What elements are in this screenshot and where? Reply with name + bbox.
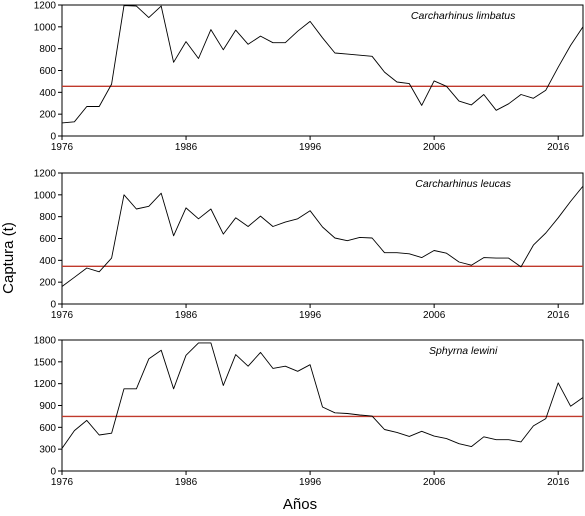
y-tick-label: 800 bbox=[39, 44, 56, 55]
y-tick-label: 200 bbox=[39, 278, 56, 289]
y-tick-label: 200 bbox=[39, 110, 56, 121]
x-tick-label: 2016 bbox=[547, 310, 570, 321]
y-tick-label: 0 bbox=[50, 132, 56, 143]
y-tick-label: 600 bbox=[39, 423, 56, 434]
y-tick-label: 1200 bbox=[34, 379, 57, 390]
y-tick-label: 0 bbox=[50, 300, 56, 311]
x-tick-label: 2016 bbox=[547, 477, 570, 488]
y-tick-label: 1800 bbox=[34, 336, 57, 347]
y-tick-label: 300 bbox=[39, 445, 56, 456]
species-label: Carcharhinus limbatus bbox=[411, 10, 516, 22]
x-tick-label: 1986 bbox=[175, 142, 198, 153]
y-tick-label: 1000 bbox=[34, 22, 57, 33]
x-tick-label: 1996 bbox=[299, 142, 322, 153]
catch-series-line bbox=[61, 342, 584, 449]
catch-series-line bbox=[61, 5, 584, 124]
y-tick-label: 900 bbox=[39, 401, 56, 412]
panel-2: 0 200 400 600 800 1000 1200 1976 1986 1996 2006 201… bbox=[34, 169, 584, 321]
y-axis-title: Captura (t) bbox=[0, 222, 17, 294]
x-tick-label: 1976 bbox=[51, 142, 74, 153]
x-tick-label: 1976 bbox=[51, 310, 74, 321]
panels: 0 200 400 600 800 1000 1200 1976 1986 1996 2006 201… bbox=[34, 1, 584, 488]
y-tick-label: 600 bbox=[39, 234, 56, 245]
x-tick-label: 1976 bbox=[51, 477, 74, 488]
panel-3: 0 300 600 900 1200 1500 1800 1976 1986 1996 2006 20… bbox=[34, 336, 584, 488]
y-tick-label: 0 bbox=[50, 467, 56, 478]
x-tick-label: 1996 bbox=[299, 477, 322, 488]
x-tick-label: 2006 bbox=[423, 477, 446, 488]
x-tick-label: 2006 bbox=[423, 310, 446, 321]
x-tick-label: 1986 bbox=[175, 477, 198, 488]
catch-series-line bbox=[61, 185, 584, 287]
y-tick-label: 1200 bbox=[34, 169, 57, 180]
x-tick-label: 2016 bbox=[547, 142, 570, 153]
x-tick-label: 1996 bbox=[299, 310, 322, 321]
panel-1: 0 200 400 600 800 1000 1200 1976 1986 1996 2006 201… bbox=[34, 1, 584, 153]
species-label: Sphyrna lewini bbox=[429, 345, 498, 357]
plot-frame bbox=[61, 4, 584, 137]
y-tick-label: 1200 bbox=[34, 1, 57, 12]
plot-frame bbox=[61, 172, 584, 305]
y-tick-label: 600 bbox=[39, 66, 56, 77]
y-tick-label: 1000 bbox=[34, 190, 57, 201]
y-tick-label: 400 bbox=[39, 256, 56, 267]
y-tick-label: 1500 bbox=[34, 357, 57, 368]
species-label: Carcharhinus leucas bbox=[415, 178, 511, 190]
x-tick-label: 2006 bbox=[423, 142, 446, 153]
x-tick-label: 1986 bbox=[175, 310, 198, 321]
y-tick-label: 800 bbox=[39, 212, 56, 223]
y-tick-label: 400 bbox=[39, 88, 56, 99]
x-axis-title: Años bbox=[283, 496, 317, 513]
